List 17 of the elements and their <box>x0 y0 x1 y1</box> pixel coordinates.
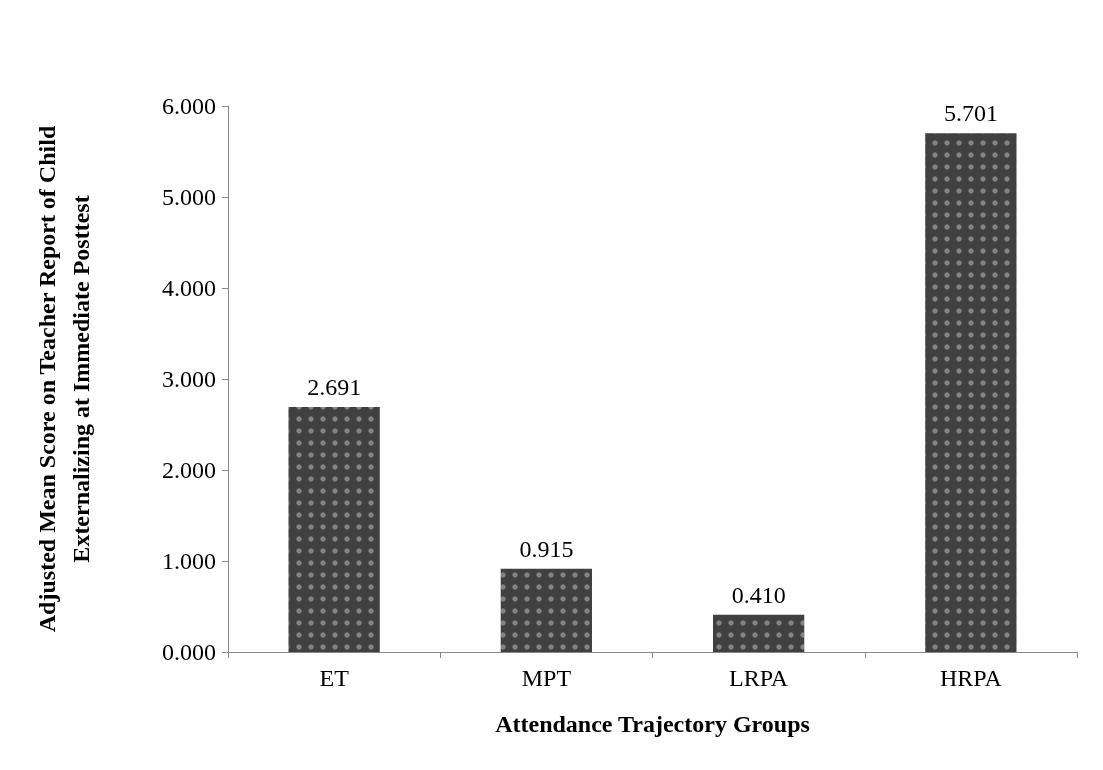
x-axis-title: Attendance Trajectory Groups <box>495 711 810 737</box>
y-tick-label: 3.000 <box>162 366 216 392</box>
y-tick-label: 0.000 <box>162 639 216 665</box>
y-axis-title: Adjusted Mean Score on Teacher Report of Child Externalizing at Immediate Posttest <box>34 125 94 633</box>
y-tick-label: 2.000 <box>162 457 216 483</box>
x-tick-label: HRPA <box>939 665 1003 691</box>
data-label: 5.701 <box>943 100 998 127</box>
x-tick-label: MPT <box>521 665 572 691</box>
y-tick-label: 1.000 <box>162 548 216 574</box>
y-tick-label: 5.000 <box>162 184 216 210</box>
x-tick-label: LRPA <box>729 665 789 691</box>
data-label: 0.915 <box>519 535 574 562</box>
data-label: 0.410 <box>731 581 786 608</box>
y-tick-label: 4.000 <box>162 275 216 301</box>
y-tick-label: 6.000 <box>162 93 216 119</box>
x-tick-label: ET <box>319 665 350 691</box>
data-label: 2.691 <box>307 374 362 401</box>
